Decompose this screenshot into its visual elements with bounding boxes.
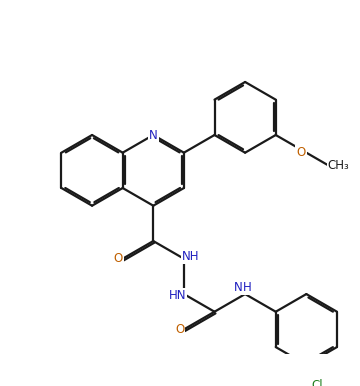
Text: O: O	[296, 146, 306, 159]
Text: Cl: Cl	[311, 379, 323, 386]
Text: CH₃: CH₃	[328, 159, 349, 171]
Text: O: O	[175, 323, 184, 336]
Text: HN: HN	[169, 290, 186, 302]
Text: NH: NH	[181, 251, 199, 263]
Text: N: N	[149, 129, 158, 142]
Text: O: O	[114, 252, 123, 265]
Text: H: H	[243, 281, 251, 294]
Text: N: N	[234, 281, 242, 294]
